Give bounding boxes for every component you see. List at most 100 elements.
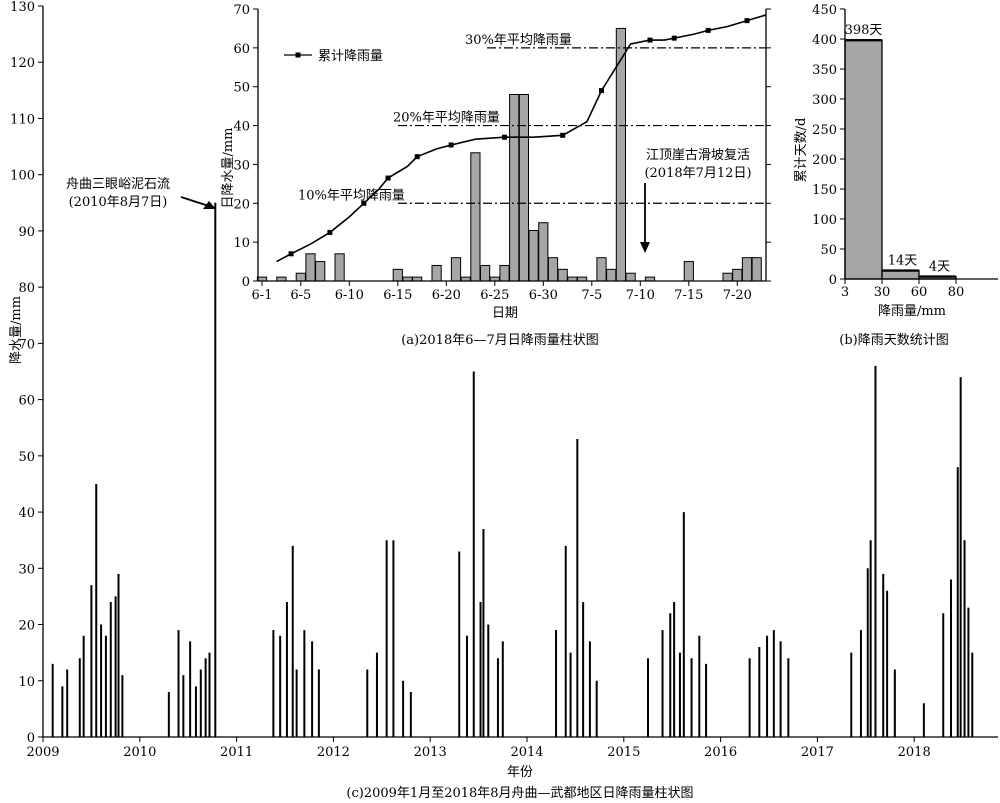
c-y-tick-label: 20 xyxy=(18,619,35,634)
c-y-tick-label: 30 xyxy=(18,562,35,577)
b-caption: (b)降雨天数统计图 xyxy=(839,333,948,348)
a-y-tick-label: 70 xyxy=(233,3,250,18)
a-annotation-arrowhead xyxy=(640,242,650,253)
a-x-ticks: 6-1 6-5 6-10 6-15 6-20 6-25 6-30 7-5 7-10 7-15 7-2… xyxy=(252,281,752,303)
b-y-tick-label: 300 xyxy=(812,93,837,108)
b-bar-label: 4天 xyxy=(929,260,950,275)
c-y-tick-label: 90 xyxy=(18,225,35,240)
b-bar xyxy=(881,269,920,280)
a-reference-label: 30%年平均降雨量 xyxy=(465,33,572,48)
c-bars xyxy=(51,202,974,737)
c-y-tick-label: 10 xyxy=(18,675,35,690)
c-y-tick-label: 80 xyxy=(18,281,35,296)
c-x-tick-label: 2018 xyxy=(898,745,931,760)
a-reference-label: 10%年平均降雨量 xyxy=(298,188,405,203)
a-x-tick-label: 7-10 xyxy=(626,288,655,303)
a-reference-lines: 10%年平均降雨量 20%年平均降雨量 30%年平均降雨量 xyxy=(298,33,766,204)
b-y-tick-label: 350 xyxy=(812,63,837,78)
b-x-tick-label: 60 xyxy=(911,285,928,300)
a-y-tick-label: 60 xyxy=(233,42,250,57)
a-annotation-line1: 江顶崖古滑坡复活 xyxy=(646,148,750,163)
c-x-tick-label: 2012 xyxy=(317,745,350,760)
a-bar xyxy=(683,261,694,282)
a-bar xyxy=(722,272,733,282)
c-x-tick-label: 2015 xyxy=(607,745,640,760)
a-x-tick-label: 6-5 xyxy=(290,288,311,303)
a-cumulative-marker xyxy=(705,27,711,33)
a-caption: (a)2018年6—7月日降雨量柱状图 xyxy=(401,333,599,348)
c-y-tick-label: 50 xyxy=(18,450,35,465)
panel-a: 10%年平均降雨量 20%年平均降雨量 30%年平均降雨量 0 10 20 30 40 50 6… xyxy=(221,3,774,350)
a-cumulative-marker xyxy=(414,154,420,160)
b-y-axis-label: 累计天数/d xyxy=(794,118,809,183)
a-bar xyxy=(334,253,345,282)
a-x-tick-label: 6-20 xyxy=(432,288,461,303)
c-x-ticks: 2009 2010 2011 2012 2013 2014 2015 2016 2017 2018 xyxy=(26,737,931,760)
b-y-tick-label: 50 xyxy=(820,243,837,258)
a-bar xyxy=(625,272,636,282)
a-x-tick-label: 6-10 xyxy=(335,288,364,303)
c-annotation-arrowhead xyxy=(203,201,216,209)
b-y-tick-label: 0 xyxy=(829,273,837,288)
a-y-tick-label: 40 xyxy=(233,120,250,135)
a-cumulative-marker xyxy=(448,142,454,148)
c-caption: (c)2009年1月至2018年8月舟曲—武都地区日降雨量柱状图 xyxy=(346,786,693,801)
c-y-tick-label: 120 xyxy=(10,56,35,71)
b-bar-label: 398天 xyxy=(845,23,883,38)
b-bar xyxy=(844,39,883,280)
c-y-tick-label: 40 xyxy=(18,506,35,521)
a-bar xyxy=(596,257,607,282)
c-y-tick-label: 100 xyxy=(10,169,35,184)
a-x-axis-label: 日期 xyxy=(492,306,518,321)
a-bar xyxy=(751,257,762,282)
a-cumulative-marker xyxy=(327,229,333,235)
a-legend-label: 累计降雨量 xyxy=(318,49,383,64)
c-x-tick-label: 2017 xyxy=(801,745,834,760)
b-x-axis-label: 降雨量/mm xyxy=(878,304,946,319)
c-y-tick-label: 60 xyxy=(18,394,35,409)
a-bar xyxy=(741,257,753,282)
b-x-ticks: 3 30 60 80 xyxy=(841,279,964,300)
a-x-tick-label: 6-25 xyxy=(480,288,509,303)
c-x-tick-label: 2016 xyxy=(704,745,737,760)
b-x-tick-label: 80 xyxy=(948,285,965,300)
a-bar xyxy=(295,272,306,282)
a-x-tick-label: 6-15 xyxy=(383,288,412,303)
b-y-tick-label: 400 xyxy=(812,33,837,48)
a-cumulative-marker xyxy=(560,132,566,138)
a-bar xyxy=(547,257,559,282)
b-bar-label: 14天 xyxy=(888,254,918,269)
c-y-tick-label: 70 xyxy=(18,337,35,352)
a-legend-marker xyxy=(295,52,301,58)
a-cumulative-marker xyxy=(599,88,604,94)
a-bar xyxy=(499,264,510,282)
a-x-tick-label: 7-15 xyxy=(674,288,703,303)
c-x-tick-label: 2011 xyxy=(220,745,253,760)
a-y-axis-label: 日降水量/mm xyxy=(221,127,236,208)
a-bar xyxy=(431,264,442,282)
c-x-tick-label: 2010 xyxy=(123,745,156,760)
a-y-tick-label: 10 xyxy=(233,236,250,251)
a-cumulative-marker xyxy=(385,175,391,181)
a-bar xyxy=(518,93,529,282)
a-x-tick-label: 7-5 xyxy=(581,288,602,303)
b-x-tick-label: 3 xyxy=(841,285,849,300)
c-annotation-line1: 舟曲三眼峪泥石流 xyxy=(66,177,170,192)
a-reference-label: 20%年平均降雨量 xyxy=(393,111,500,126)
a-bar xyxy=(606,268,617,282)
a-bar xyxy=(615,27,626,282)
a-cumulative-marker xyxy=(671,35,677,41)
a-bar xyxy=(450,257,462,282)
a-cumulative-marker xyxy=(502,134,507,140)
c-x-tick-label: 2009 xyxy=(26,745,59,760)
b-y-ticks: 0 50 100 150 200 250 300 350 400 450 xyxy=(812,3,845,288)
b-background xyxy=(782,4,996,350)
a-y-ticks: 0 10 20 30 40 50 60 70 xyxy=(233,3,771,290)
a-bar xyxy=(305,253,316,282)
a-bar xyxy=(470,152,481,282)
c-y-tick-label: 0 xyxy=(27,731,35,746)
c-annotation-line2: (2010年8月7日) xyxy=(69,195,168,210)
a-annotation-line2: (2018年7月12日) xyxy=(644,166,751,181)
c-y-axis-label: 降水量/mm xyxy=(9,296,24,364)
